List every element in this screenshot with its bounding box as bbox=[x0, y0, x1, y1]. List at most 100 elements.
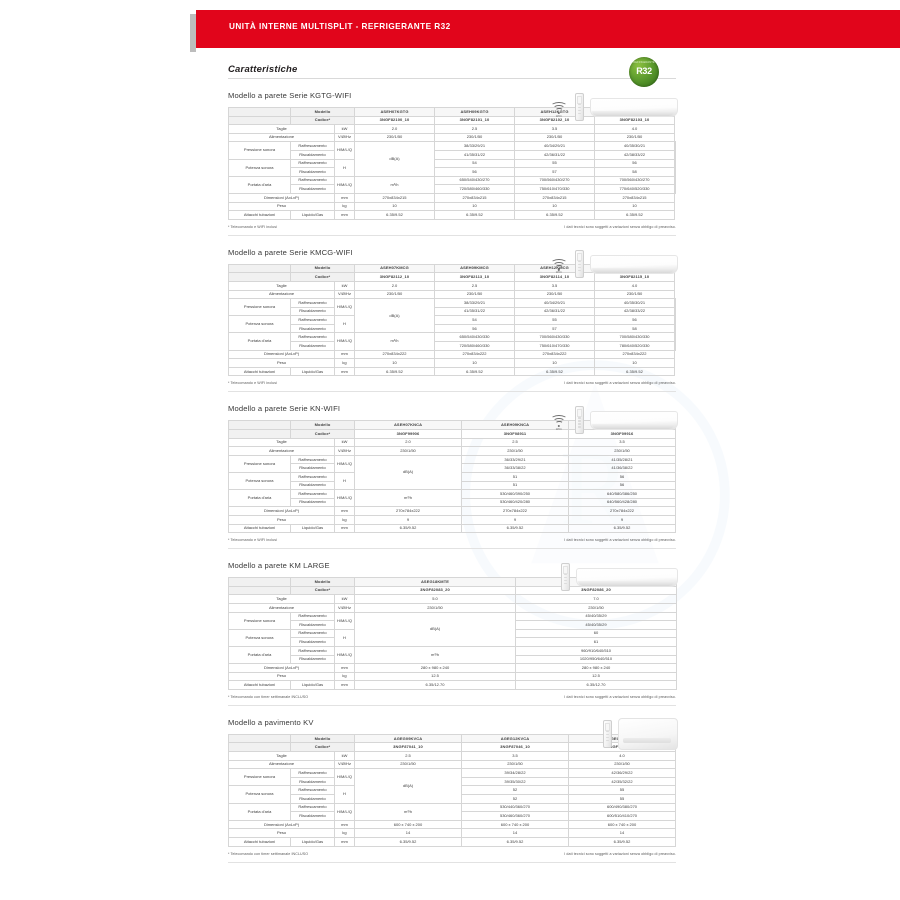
unit-cell: kW bbox=[334, 437, 355, 448]
table-row: Peso kg 10 10 10 10 bbox=[228, 201, 676, 212]
value-cell: 42/36/29/22 bbox=[568, 768, 676, 778]
value-cell: 6.35/9.52 bbox=[354, 366, 435, 377]
value-cell: 51 bbox=[461, 472, 569, 482]
sub-label: Raffrescamento bbox=[290, 489, 335, 499]
table-row: Potenza sonoraRaffrescamentoH6065 bbox=[228, 628, 677, 647]
footnote-row: * Telecomando con timer settimanale INCL… bbox=[228, 849, 676, 856]
table-row: Alimentazione V/Ø/Hz 230/1/50 230/1/50 230/1… bbox=[228, 759, 676, 770]
table-row: Dimensioni (AxLxP) mm 270x834x215 270x834x2… bbox=[228, 192, 676, 203]
model-name: ASEG18KMTE bbox=[354, 577, 516, 587]
row-label-taglie: Taglie bbox=[228, 751, 335, 761]
row-label-alimentazione: Alimentazione bbox=[228, 446, 335, 456]
section-title: Modello a parete KM LARGE bbox=[228, 561, 330, 571]
value-cell: 55 bbox=[514, 315, 595, 325]
table-row: Potenza sonoraRaffrescamentoH54555657 bbox=[228, 158, 676, 177]
mode-cell: H bbox=[334, 158, 355, 177]
sub-label: Riscaldamento bbox=[290, 341, 335, 351]
row-label-pressione-sonora: Pressione sonora bbox=[228, 454, 291, 474]
footnote-row: * Telecomando con timer settimanale INCL… bbox=[228, 692, 676, 699]
row-label-attacchi: Attacchi tubazioni bbox=[228, 523, 291, 534]
sub-label: Raffrescamento bbox=[290, 802, 335, 813]
value-cell: 700/560/430/270 bbox=[594, 175, 675, 186]
row-label-portata-aria: Portata d'aria bbox=[228, 645, 291, 665]
value-cell: 6.35/9.52 bbox=[354, 210, 435, 220]
value-cell: 6.35/9.52 bbox=[434, 366, 515, 377]
sub-label: Riscaldamento bbox=[290, 776, 335, 787]
value-cell: 270x834x215 bbox=[434, 192, 515, 203]
r32-badge-icon: REFRIGERANTE R32 bbox=[629, 57, 659, 87]
table-row: Attacchi tubazioni Liquido/Gas mm 6.35/9.52… bbox=[228, 523, 676, 534]
unit-cell: V/Ø/Hz bbox=[334, 446, 355, 456]
value-cell: 59 bbox=[674, 167, 676, 177]
table-row: Alimentazione V/Ø/Hz 230/1/50 230/1/50 bbox=[228, 602, 677, 613]
value-cell: 42/38/33/22 bbox=[594, 306, 675, 317]
value-cell: 230/1/50 bbox=[354, 446, 462, 456]
table-row: Pressione sonora Raffrescamento H/M/L/Q dB(… bbox=[228, 768, 676, 804]
value-cell: 600 x 740 x 200 bbox=[354, 819, 462, 830]
table-row: Attacchi tubazioni Liquido/Gas mm 6.35/9.52… bbox=[228, 837, 676, 847]
value-cell: 42/36/31/22 bbox=[514, 149, 595, 160]
header-modello: Modello bbox=[290, 733, 355, 744]
section-divider bbox=[228, 861, 676, 863]
table-row: Attacchi tubazioni Liquido/Gas mm 6.35/9.52… bbox=[228, 366, 676, 377]
sub-label: Riscaldamento bbox=[290, 620, 335, 630]
section-title: Modello a pavimento KV bbox=[228, 717, 314, 727]
row-label-taglie: Taglie bbox=[228, 437, 335, 448]
value-cell: 230/1/50 bbox=[434, 289, 515, 300]
remote-control-icon bbox=[575, 249, 584, 278]
table-row: Potenza sonoraRaffrescamentoH525556 bbox=[228, 785, 676, 804]
sub-label: Raffrescamento bbox=[290, 158, 335, 169]
row-label-pressione-sonora: Pressione sonora bbox=[228, 298, 291, 317]
value-cell: 2.5 bbox=[434, 124, 515, 134]
value-cell: 43/36/38/21 bbox=[674, 141, 676, 151]
table-row: Peso kg 9 9 9 bbox=[228, 514, 676, 525]
title-divider bbox=[228, 78, 676, 79]
value-cell: 14 bbox=[354, 828, 462, 838]
value-cell: 230/1/50 bbox=[568, 759, 676, 770]
page-title: Caratteristiche bbox=[228, 64, 298, 75]
value-cell: 530/460/420/280 bbox=[461, 497, 569, 508]
spec-section: Modello a pavimento KV Modello AGEG09KVCA A… bbox=[228, 717, 678, 863]
value-cell: 4.0 bbox=[594, 124, 675, 134]
value-cell: 6.35/9.52 bbox=[461, 523, 569, 534]
unit-cell-m3h: m³/h bbox=[354, 332, 435, 351]
table-row: Portata d'aria Raffrescamento H/M/L/Q m³/h 5… bbox=[228, 802, 676, 821]
value-cell: 270x834x215 bbox=[594, 192, 675, 203]
mode-cell: H/M/L/Q bbox=[334, 802, 355, 821]
mode-cell: H/M/L/Q bbox=[334, 489, 355, 508]
value-cell: 960/910/640/510 bbox=[515, 645, 677, 656]
unit-cell: kg bbox=[334, 358, 355, 368]
value-cell: 6.35/9.52 bbox=[568, 837, 676, 847]
model-name: ASEH07KMCG bbox=[354, 263, 435, 274]
table-row: Taglie kW 2.5 3.5 4.0 bbox=[228, 751, 676, 761]
wifi-icon: WiFi bbox=[549, 99, 569, 121]
sub-label: Raffrescamento bbox=[290, 298, 335, 308]
remote-control-icon bbox=[575, 93, 584, 121]
value-cell: 230/1/50 bbox=[354, 602, 516, 613]
value-cell: 57 bbox=[514, 167, 595, 177]
value-cell: 720/580/460/330 bbox=[434, 184, 515, 194]
product-artwork: WiFi bbox=[549, 87, 678, 121]
sections-container: Modello a parete Serie KGTG-WIFI WiFi Mode… bbox=[228, 91, 678, 863]
row-label-pressione-sonora: Pressione sonora bbox=[228, 768, 291, 787]
wall-unit-image bbox=[590, 411, 678, 434]
value-cell: 54 bbox=[434, 315, 515, 325]
row-label-alimentazione: Alimentazione bbox=[228, 132, 335, 143]
value-cell: 3.5 bbox=[568, 437, 676, 448]
header-title: UNITÀ INTERNE MULTISPLIT - REFRIGERANTE … bbox=[229, 22, 451, 31]
value-cell: 56 bbox=[568, 480, 676, 491]
mode-cell: H bbox=[334, 628, 355, 647]
table-row: Alimentazione V/Ø/Hz 230/1/50 230/1/50 230/1… bbox=[228, 132, 676, 143]
sub-label: Raffrescamento bbox=[290, 472, 335, 482]
table-row: Attacchi tubazioni Liquido/Gas mm 6.35/9.52… bbox=[228, 210, 676, 220]
section-divider bbox=[228, 548, 676, 550]
value-cell: 6.35/9.52 bbox=[434, 210, 515, 220]
header-bar: UNITÀ INTERNE MULTISPLIT - REFRIGERANTE … bbox=[196, 10, 900, 48]
model-name: ASEH09KGTG bbox=[434, 107, 515, 117]
table-row: Taglie kW 5.0 7.0 bbox=[228, 594, 677, 604]
value-cell: 56 bbox=[434, 323, 515, 334]
value-cell: 270x834x222 bbox=[354, 349, 435, 360]
spec-section: Modello a parete Serie KN-WIFI WiFi Modell… bbox=[228, 404, 678, 550]
remote-control-icon bbox=[575, 406, 584, 435]
table-row: Dimensioni (AxLxP) mm 600 x 740 x 200 600 x… bbox=[228, 819, 676, 830]
